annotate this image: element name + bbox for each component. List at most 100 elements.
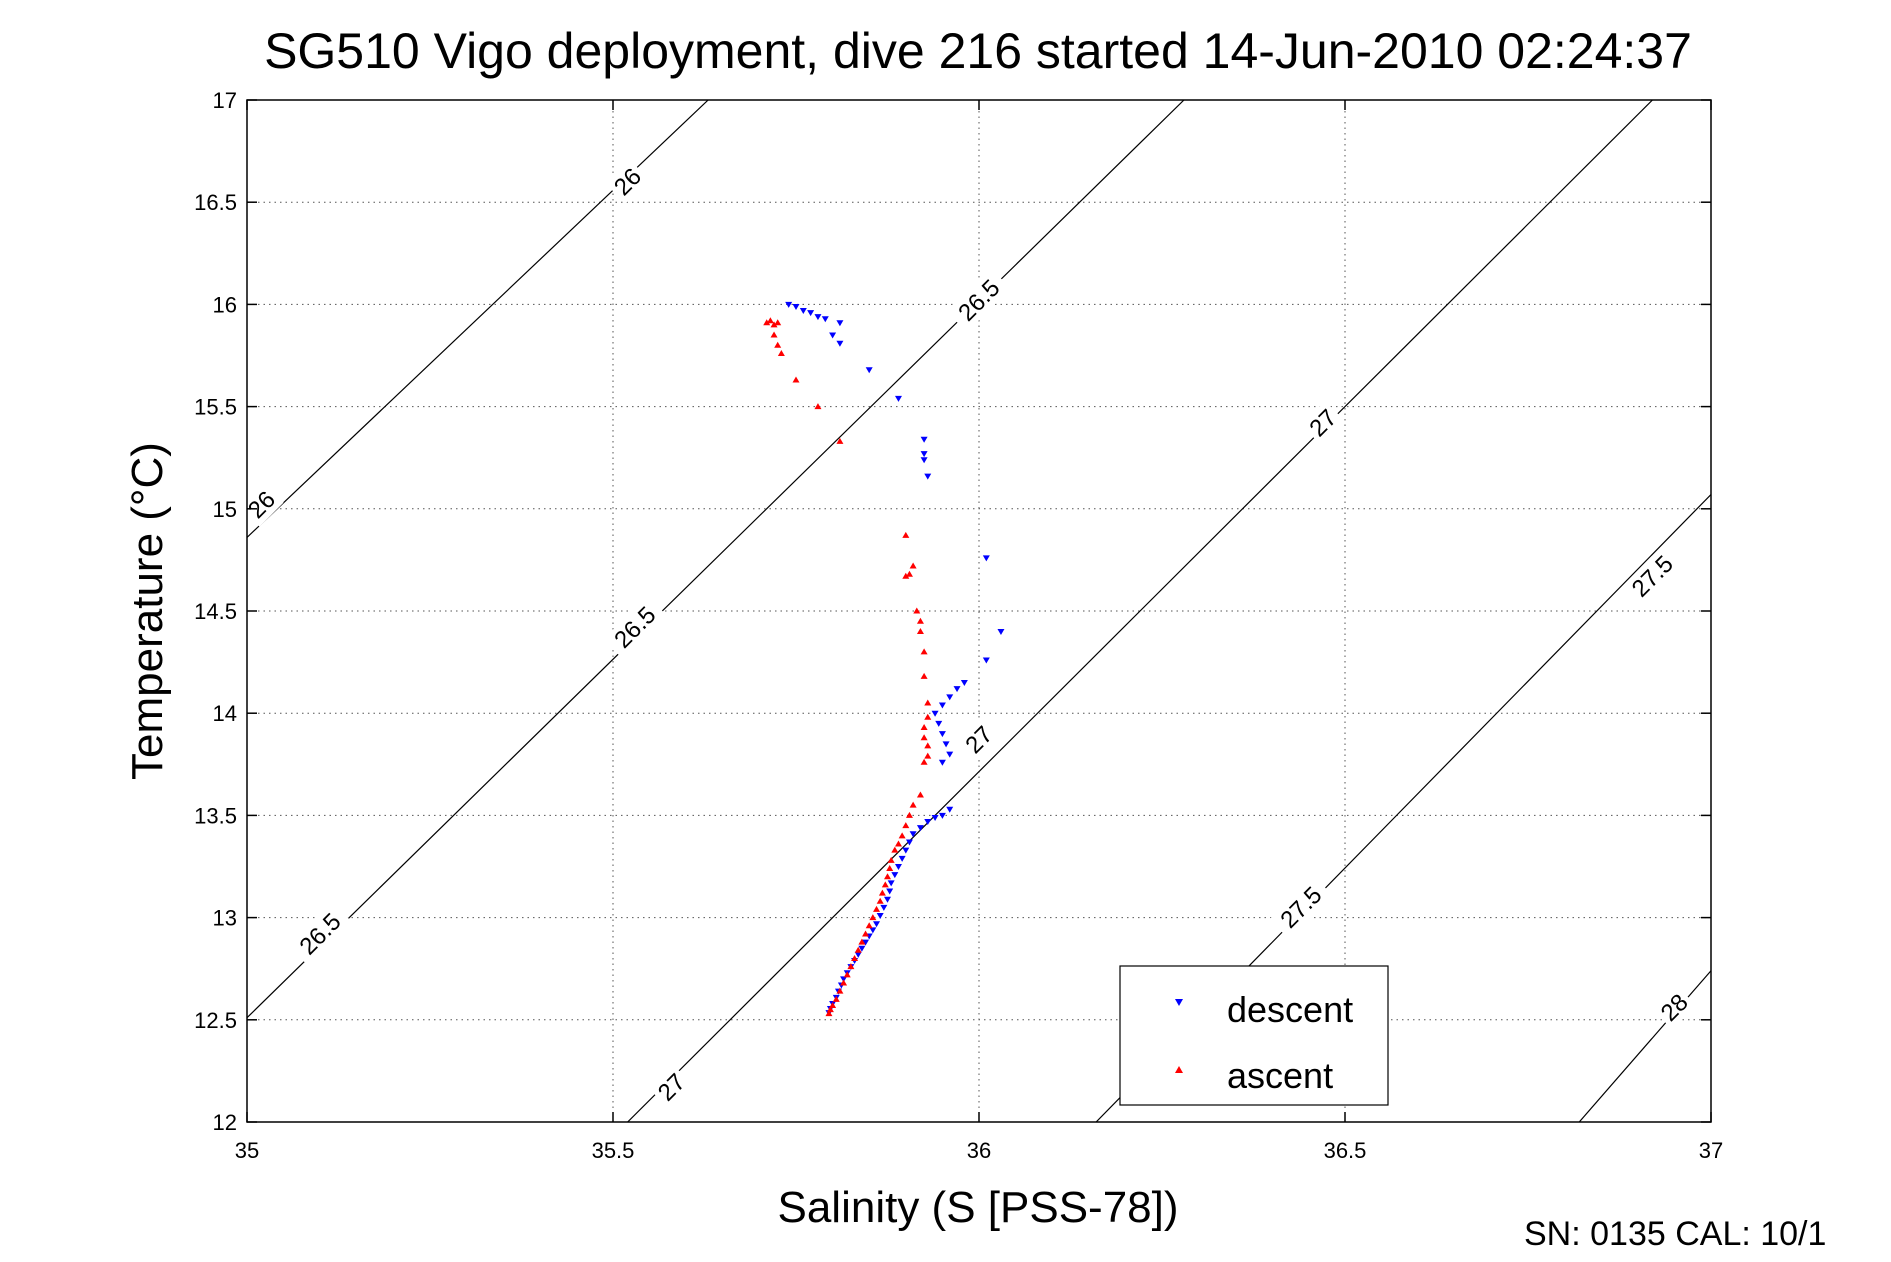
y-tick-label: 12.5 — [194, 1008, 237, 1033]
ascent-point — [920, 758, 928, 765]
legend-marker-ascent — [1175, 1066, 1183, 1073]
ascent-point — [887, 856, 895, 863]
contour-label-background — [649, 1065, 694, 1110]
y-tick-label: 13.5 — [194, 803, 237, 828]
contour-label-background — [1269, 875, 1333, 940]
ascent-point — [843, 971, 851, 978]
descent-point — [960, 680, 968, 687]
contour-label-background — [1301, 401, 1345, 445]
descent-point — [785, 301, 793, 308]
descent-point — [924, 819, 932, 826]
ascent-point — [884, 873, 891, 880]
ascent-point — [920, 734, 928, 741]
x-tick-label: 37 — [1699, 1138, 1723, 1163]
ascent-point — [774, 319, 782, 326]
ascent-point — [862, 930, 870, 937]
descent-point — [836, 320, 844, 327]
descent-point — [920, 436, 928, 443]
ascent-point — [902, 572, 910, 579]
descent-point — [880, 904, 888, 911]
contour-label-background — [957, 717, 1001, 762]
legend-marker-descent — [1175, 999, 1183, 1006]
density-contour-27 — [627, 100, 1653, 1122]
ascent-point — [851, 954, 859, 961]
ascent-point — [840, 979, 848, 986]
ascent-point — [873, 905, 881, 912]
ascent-point — [774, 341, 782, 348]
ascent-point — [847, 963, 855, 970]
ascent-point — [825, 1010, 833, 1017]
descent-point — [902, 847, 910, 854]
ascent-point — [869, 914, 877, 921]
y-tick-label: 14.5 — [194, 599, 237, 624]
ascent-point — [766, 317, 774, 324]
x-axis-label: Salinity (S [PSS-78]) — [777, 1183, 1178, 1232]
ascent-point — [876, 897, 884, 904]
descent-point — [869, 927, 877, 934]
axis-ticks: 35 35.5 36 36.5 37 12 12.5 13 13.5 14 14.5 15 15.5 16… — [194, 88, 1723, 1163]
ascent-point — [832, 995, 840, 1002]
descent-point — [807, 310, 815, 317]
legend: descent ascent — [1119, 965, 1389, 1106]
descent-point — [876, 913, 884, 920]
ascent-point — [902, 822, 910, 829]
descent-point — [858, 945, 866, 952]
ascent-point — [898, 832, 906, 839]
density-contour-28 — [1578, 970, 1711, 1122]
density-contour-26-5 — [247, 100, 1185, 1019]
ascent-point — [829, 1001, 837, 1008]
ascent-point — [924, 742, 932, 749]
y-tick-label: 15 — [213, 497, 237, 522]
ascent-point — [905, 811, 913, 818]
descent-point — [920, 451, 928, 458]
ascent-point — [792, 376, 800, 383]
descent-point — [840, 976, 848, 983]
descent-point — [938, 759, 946, 766]
descent-point — [873, 921, 881, 928]
descent-point — [898, 855, 906, 862]
descent-point — [938, 731, 946, 738]
contour-label-background — [239, 482, 284, 527]
descent-point — [884, 896, 891, 903]
ascent-point — [854, 946, 862, 953]
y-tick-label: 16 — [213, 292, 237, 317]
ascent-point — [891, 846, 899, 853]
legend-label-descent: descent — [1227, 989, 1353, 1030]
descent-point — [814, 314, 822, 321]
contour-label-background — [603, 595, 667, 660]
descent-point — [792, 303, 800, 310]
descent-point — [946, 751, 954, 758]
ascent-point — [858, 938, 866, 945]
legend-box — [1119, 965, 1389, 1106]
ascent-point — [886, 865, 894, 872]
descent-point — [836, 340, 844, 347]
ascent-point — [920, 648, 928, 655]
ascent-point — [836, 437, 844, 444]
y-tick-label: 16.5 — [194, 190, 237, 215]
data-points — [763, 301, 1005, 1017]
contour-label-background — [288, 902, 353, 966]
descent-point — [938, 812, 946, 819]
legend-label-ascent: ascent — [1227, 1055, 1333, 1096]
ascent-point — [916, 617, 924, 624]
x-tick-label: 36.5 — [1324, 1138, 1367, 1163]
ascent-point — [916, 627, 924, 634]
descent-point — [829, 332, 837, 339]
ascent-point — [836, 987, 844, 994]
ascent-point — [920, 672, 928, 679]
descent-point — [935, 720, 943, 727]
ascent-point — [924, 752, 932, 759]
descent-point — [946, 694, 954, 701]
descent-point — [891, 872, 899, 879]
ascent-point — [894, 840, 902, 847]
ascent-point — [826, 1006, 834, 1013]
descent-point — [982, 657, 990, 664]
y-tick-label: 17 — [213, 88, 237, 113]
ascent-point — [777, 349, 785, 356]
contour-label-background — [605, 159, 650, 204]
ascent-point — [916, 791, 924, 798]
x-tick-label: 35 — [235, 1138, 259, 1163]
descent-point — [887, 880, 895, 887]
descent-point — [931, 710, 939, 717]
